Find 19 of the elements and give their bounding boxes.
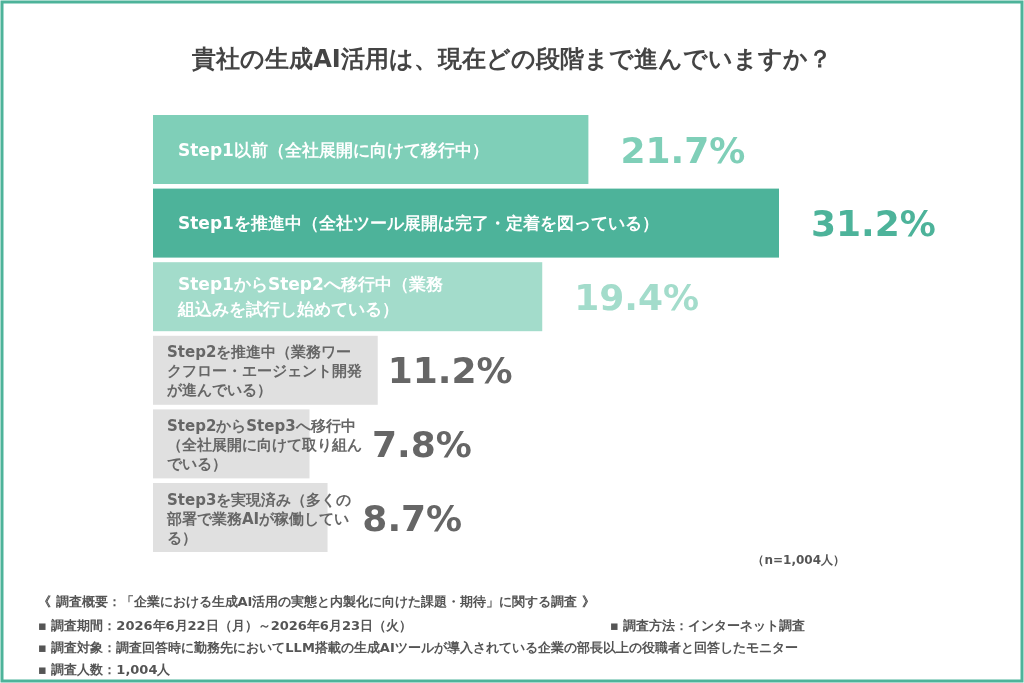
data-label: 19.4% [574, 276, 700, 318]
data-label: 31.2% [811, 203, 936, 245]
y-tick-label: Step2を推進中（業務ワークフロー・エージェント開発が進んでいる） [166, 343, 362, 400]
data-label: 21.7% [620, 129, 746, 171]
y-tick-label: Step1以前（全社展開に向けて移行中） [178, 139, 489, 160]
data-label: 7.8% [372, 423, 472, 465]
chart-title: 貴社の生成AI活用は、現在どの段階まで進んでいますか？ [191, 45, 832, 73]
text: ▪ 調査対象：調査回答時に勤務先においてLLM搭載の生成AIツールが導入されている企業の部長以上の役職者と回答したモニター [38, 640, 798, 655]
y-tick-label: Step3を実現済み（多くの部署で業務AIが稼働している） [166, 490, 352, 547]
data-label: 8.7% [362, 497, 463, 539]
y-tick-label: Step1を推進中（全社ツール展開は完了・定着を図っている） [178, 213, 659, 234]
text: ▪ 調査方法：インターネット調査 [610, 618, 806, 633]
y-tick-label: Step1からStep2へ移行中（業務組込みを試行し始めている） [177, 274, 443, 320]
text: 《 調査概要：「企業における生成AI活用の実態と内製化に向けた課題・期待」に関する調査 》 [38, 594, 595, 609]
y-tick-label: Step2からStep3へ移行中（全社展開に向けて取り組んでいる） [167, 416, 362, 473]
data-label: 11.2% [387, 350, 513, 392]
text: ▪ 調査人数：1,004人 [38, 662, 172, 677]
annotation: （n=1,004人） [752, 553, 845, 567]
text: ▪ 調査期間：2026年6月22日（月）～2026年6月23日（火） [38, 618, 412, 633]
